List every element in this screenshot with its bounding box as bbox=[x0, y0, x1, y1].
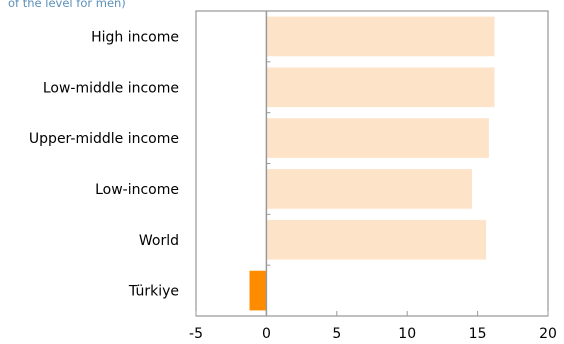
category-labels-group: High income Low-middle income Upper-middle… bbox=[29, 29, 179, 299]
category-label: High income bbox=[91, 29, 179, 45]
minor-ticks-group bbox=[266, 61, 271, 266]
bar-high-income bbox=[266, 16, 495, 57]
x-tick-label: 5 bbox=[332, 326, 341, 342]
bar-low-middle-income bbox=[266, 67, 495, 108]
bar-low-income bbox=[266, 169, 472, 209]
category-label: Türkiye bbox=[128, 284, 179, 300]
bar-t-rkiye bbox=[249, 270, 267, 311]
bar-world bbox=[266, 219, 487, 260]
x-tick-label: 20 bbox=[539, 326, 557, 342]
category-label: Low-income bbox=[95, 182, 179, 198]
x-tick-labels-group: -5 0 5 10 15 20 bbox=[189, 311, 557, 342]
category-label: Low-middle income bbox=[43, 80, 179, 96]
chart-subtitle: of the level for men) bbox=[8, 0, 126, 10]
category-label: World bbox=[139, 233, 179, 249]
x-tick-label: 15 bbox=[469, 326, 487, 342]
x-tick-label: -5 bbox=[189, 326, 203, 342]
x-tick-label: 10 bbox=[398, 326, 416, 342]
x-tick-label: 0 bbox=[262, 326, 271, 342]
bar-upper-middle-income bbox=[266, 118, 489, 158]
category-label: Upper-middle income bbox=[29, 131, 179, 147]
bars-group bbox=[249, 16, 495, 311]
plot-area-frame bbox=[195, 10, 549, 317]
